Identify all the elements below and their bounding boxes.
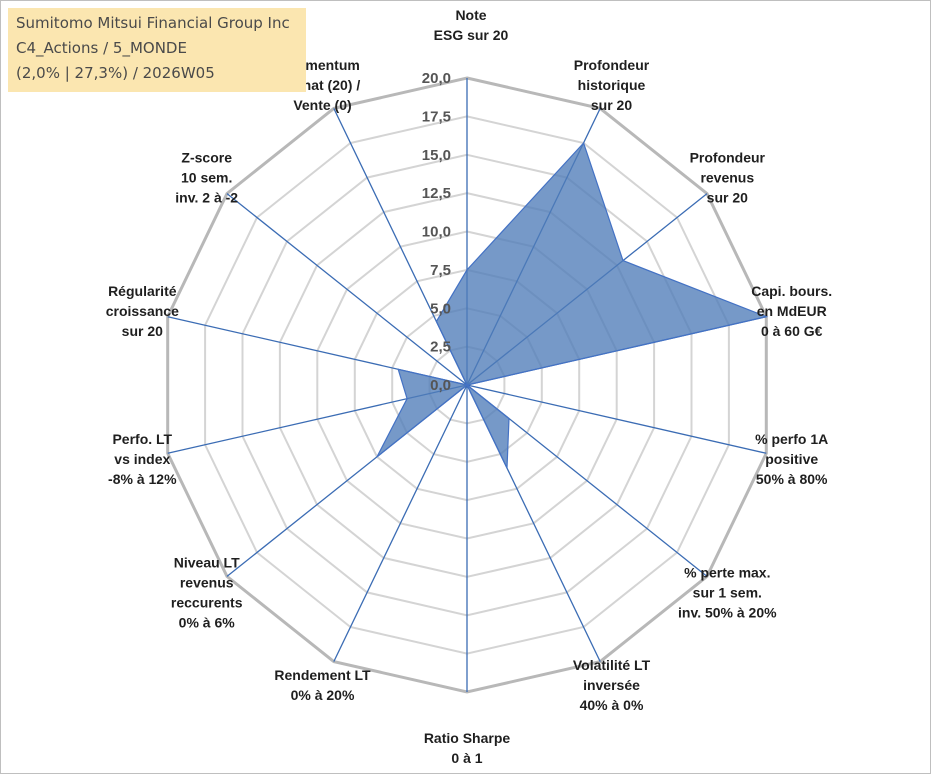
category-label-line: 0% à 6% — [179, 615, 236, 631]
category-label-line: positive — [765, 451, 818, 467]
tick-label: 2,5 — [430, 339, 451, 356]
category-label-9: Niveau LT revenus reccurents 0% à 6% — [171, 555, 243, 631]
category-label-10: Perfo. LT vs index -8% à 12% — [108, 431, 177, 487]
category-label-0: Note ESG sur 20 — [434, 7, 509, 43]
category-label-line: Profondeur — [574, 57, 650, 73]
tick-label: 5,0 — [430, 300, 451, 317]
category-label-line: revenus — [180, 575, 234, 591]
category-label-line: Note — [455, 7, 486, 23]
axis-spoke — [333, 384, 468, 662]
category-label-line: vs index — [114, 451, 170, 467]
category-label-line: Rendement LT — [274, 667, 371, 683]
tick-label: 0,0 — [430, 377, 451, 394]
radar-series-area — [376, 141, 769, 469]
category-label-8: Rendement LT 0% à 20% — [274, 667, 371, 703]
tick-label: 17,5 — [422, 108, 451, 125]
category-label-line: Ratio Sharpe — [424, 730, 511, 746]
category-label-line: % perfo 1A — [755, 431, 828, 447]
category-label-line: ESG sur 20 — [434, 27, 509, 43]
category-label-line: Z-score — [181, 149, 232, 165]
category-label-line: Régularité — [108, 283, 177, 299]
category-label-line: sur 20 — [707, 189, 748, 205]
category-label-line: sur 20 — [591, 97, 632, 113]
category-label-line: sur 1 sem. — [693, 585, 762, 601]
category-label-line: sur 20 — [122, 323, 163, 339]
category-label-line: 0 à 1 — [451, 750, 482, 766]
series-area-0 — [376, 141, 769, 469]
category-label-line: Vente (0) — [293, 97, 351, 113]
category-label-2: Profondeur revenus sur 20 — [690, 149, 766, 205]
category-label-line: en MdEUR — [757, 303, 827, 319]
category-label-1: Profondeur historique sur 20 — [574, 57, 650, 113]
axis-spoke — [226, 193, 468, 386]
category-label-line: Profondeur — [690, 149, 766, 165]
category-label-7: Ratio Sharpe 0 à 1 — [424, 730, 511, 766]
category-label-11: Régularité croissance sur 20 — [106, 283, 179, 339]
category-label-line: Volatilité LT — [573, 657, 651, 673]
title-company: Sumitomo Mitsui Financial Group Inc — [16, 14, 290, 32]
category-label-line: 40% à 0% — [580, 697, 644, 713]
category-label-line: % perte max. — [684, 565, 770, 581]
tick-label: 7,5 — [430, 262, 451, 279]
title-portfolio: C4_Actions / 5_MONDE — [16, 39, 187, 57]
category-label-line: 10 sem. — [181, 169, 232, 185]
category-label-line: inversée — [583, 677, 640, 693]
category-label-line: -8% à 12% — [108, 471, 177, 487]
category-label-6: Volatilité LT inversée 40% à 0% — [573, 657, 651, 713]
category-label-line: 0% à 20% — [291, 687, 355, 703]
category-label-line: 50% à 80% — [756, 471, 828, 487]
category-label-5: % perte max. sur 1 sem. inv. 50% à 20% — [678, 565, 777, 621]
category-label-line: Niveau LT — [174, 555, 240, 571]
category-label-line: Capi. bours. — [751, 283, 832, 299]
category-label-line: inv. 2 à -2 — [175, 189, 238, 205]
radar-tick-labels: 0,0 2,5 5,0 7,5 10,0 12,5 15,0 17,5 20,0 — [422, 70, 451, 394]
category-label-line: revenus — [700, 169, 754, 185]
axis-spoke — [466, 384, 767, 454]
category-label-line: historique — [578, 77, 646, 93]
tick-label: 20,0 — [422, 70, 451, 87]
category-label-line: inv. 50% à 20% — [678, 605, 777, 621]
category-label-12: Z-score 10 sem. inv. 2 à -2 — [175, 149, 238, 205]
category-label-line: croissance — [106, 303, 179, 319]
tick-label: 10,0 — [422, 224, 451, 241]
category-label-3: Capi. bours. en MdEUR 0 à 60 G€ — [751, 283, 832, 339]
category-label-line: reccurents — [171, 595, 243, 611]
category-label-line: 0 à 60 G€ — [761, 323, 823, 339]
tick-label: 15,0 — [422, 147, 451, 164]
title-box: Sumitomo Mitsui Financial Group Inc C4_A… — [8, 8, 306, 92]
category-label-line: Perfo. LT — [112, 431, 172, 447]
title-stats: (2,0% | 27,3%) / 2026W05 — [16, 64, 215, 82]
tick-label: 12,5 — [422, 185, 451, 202]
category-label-4: % perfo 1A positive 50% à 80% — [755, 431, 828, 487]
